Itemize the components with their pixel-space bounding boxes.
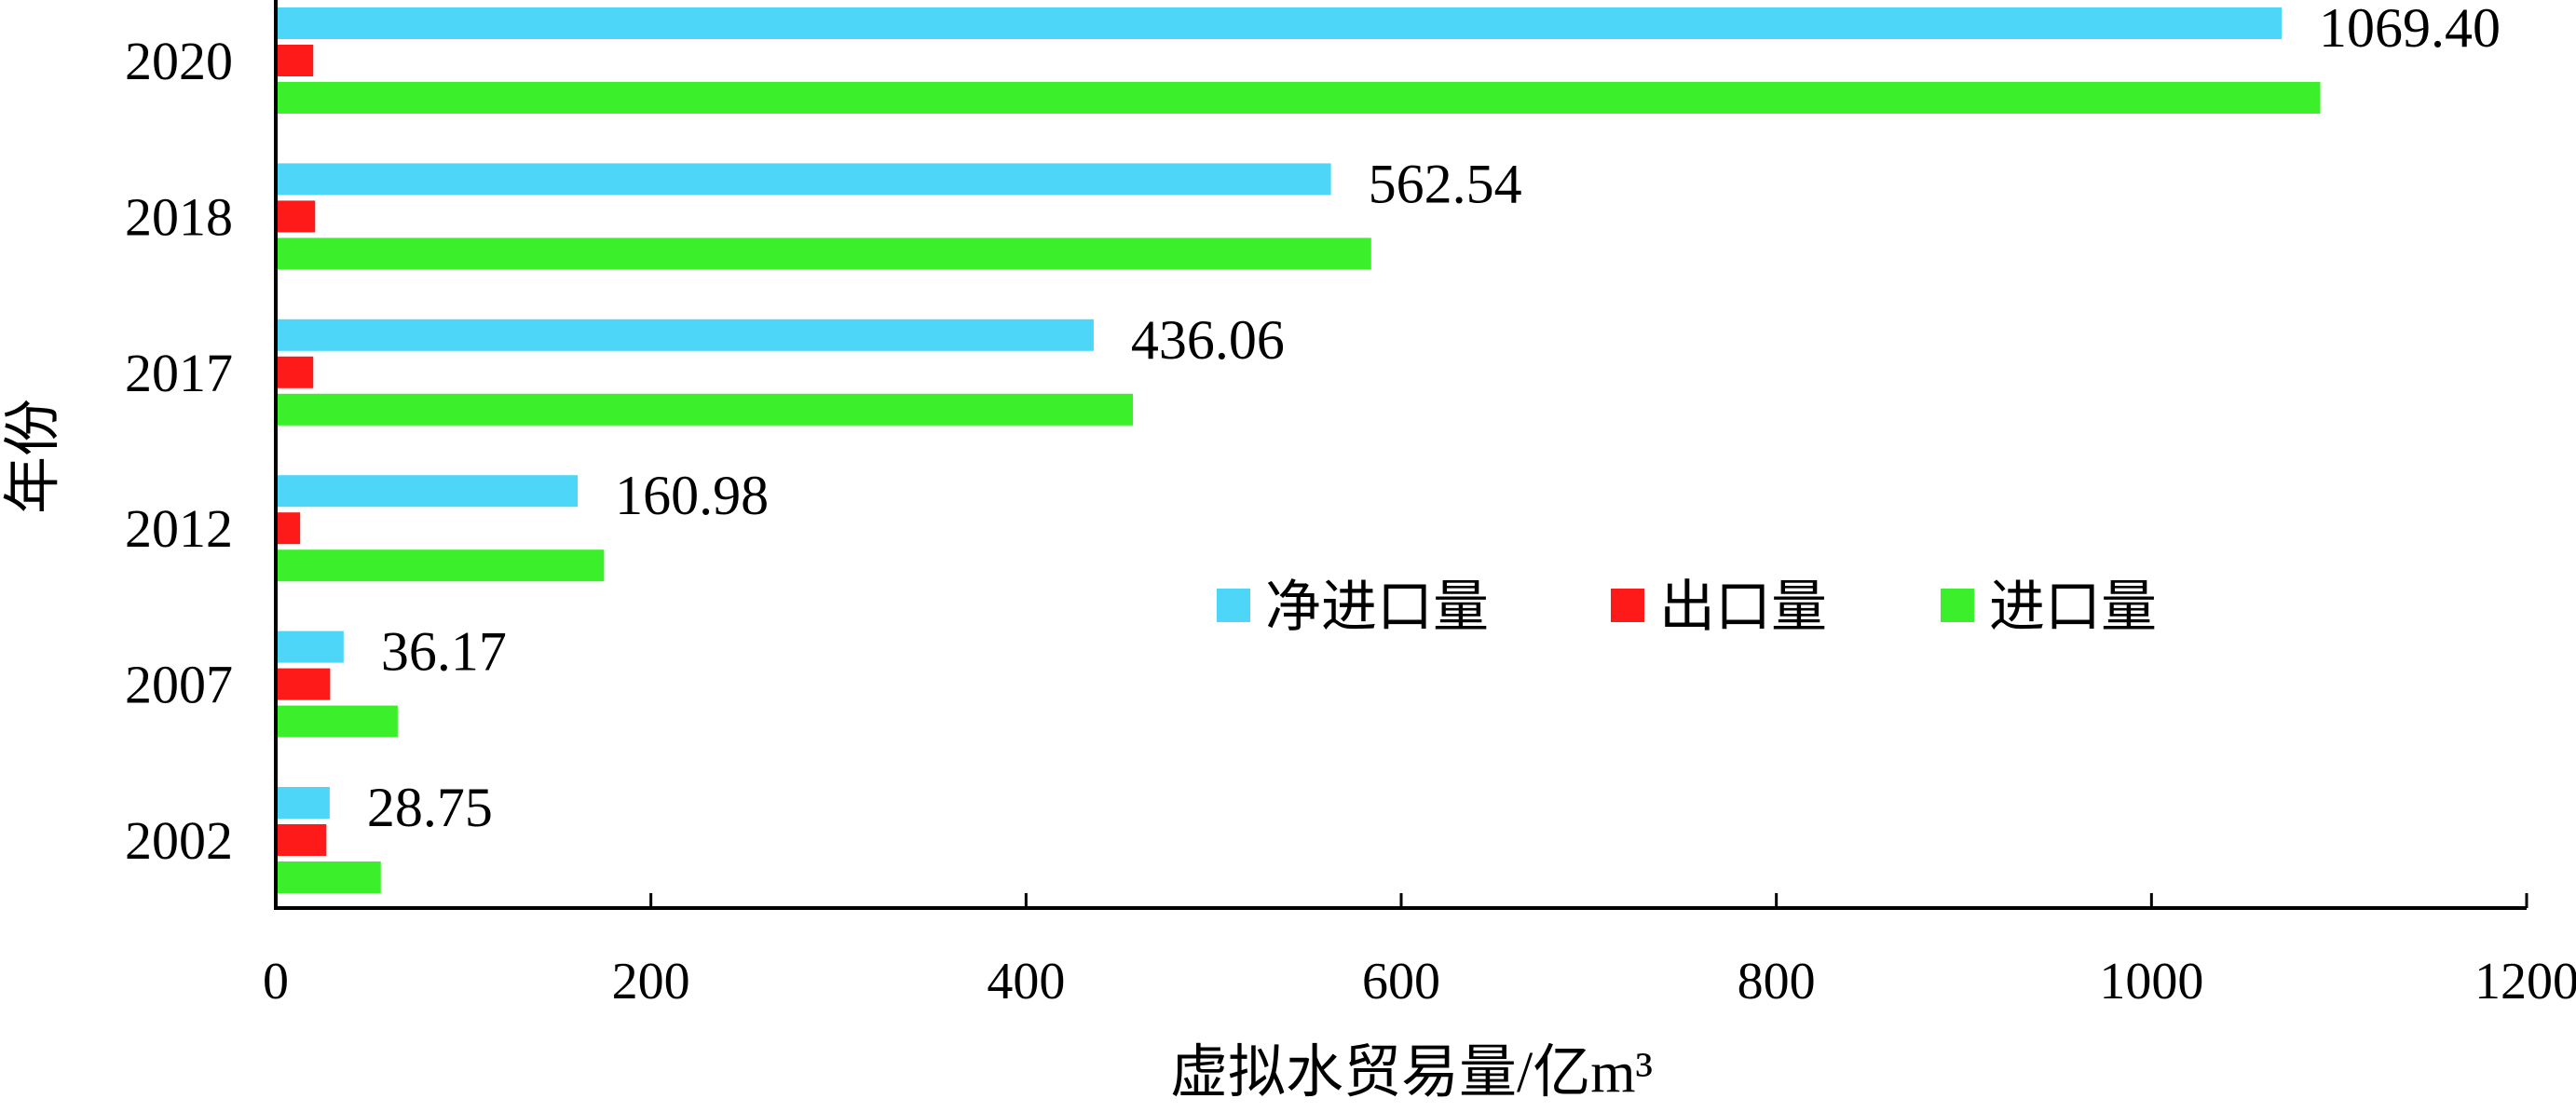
legend-label-1: 出口量 bbox=[1659, 576, 1827, 638]
axes bbox=[274, 0, 2527, 910]
legend-swatch-1 bbox=[1611, 589, 1644, 622]
y-tick-label-2018: 2018 bbox=[125, 186, 233, 247]
bar-2020-series-1 bbox=[276, 45, 314, 76]
y-axis-title: 年份 bbox=[2, 399, 65, 514]
bar-2018-series-1 bbox=[276, 200, 316, 233]
bar-2017-series-1 bbox=[276, 356, 314, 388]
y-ticks: 2020 2018 2017 2012 2007 2002 bbox=[125, 31, 233, 871]
bar-2007-series-1 bbox=[276, 668, 331, 700]
data-labels: 1069.40 562.54 436.06 160.98 36.17 28.75 bbox=[367, 0, 2501, 838]
x-tick-label-400: 400 bbox=[987, 953, 1065, 1010]
bar-2018-series-2 bbox=[276, 237, 1371, 270]
y-tick-label-2017: 2017 bbox=[125, 343, 233, 403]
bar-2012-series-2 bbox=[276, 549, 605, 582]
bar-2012-series-0 bbox=[276, 475, 579, 508]
data-label-2017: 436.06 bbox=[1131, 309, 1285, 371]
data-label-2007: 36.17 bbox=[381, 621, 507, 683]
bar-2002-series-1 bbox=[276, 824, 327, 856]
x-tick-label-0: 0 bbox=[263, 953, 289, 1010]
bar-2002-series-0 bbox=[276, 787, 330, 819]
x-tick-label-1200: 1200 bbox=[2474, 953, 2576, 1010]
y-tick-label-2020: 2020 bbox=[125, 31, 233, 91]
y-tick-label-2002: 2002 bbox=[125, 810, 233, 871]
bar-2020-series-0 bbox=[276, 7, 2283, 39]
legend-label-2: 进口量 bbox=[1989, 576, 2157, 638]
data-label-2002: 28.75 bbox=[367, 777, 493, 838]
bar-2017-series-0 bbox=[276, 319, 1094, 351]
y-tick-label-2007: 2007 bbox=[125, 655, 233, 715]
bar-2007-series-0 bbox=[276, 631, 344, 663]
x-tick-label-1000: 1000 bbox=[2099, 953, 2203, 1010]
bar-2017-series-2 bbox=[276, 393, 1134, 426]
legend-swatch-2 bbox=[1941, 589, 1974, 622]
x-tick-label-800: 800 bbox=[1738, 953, 1816, 1010]
legend: 净进口量 出口量 进口量 bbox=[1217, 576, 2157, 638]
bar-2007-series-2 bbox=[276, 705, 398, 738]
x-ticks: 0 200 400 600 800 1000 1200 bbox=[263, 893, 2576, 1010]
data-label-2018: 562.54 bbox=[1369, 153, 1522, 214]
x-tick-label-200: 200 bbox=[612, 953, 690, 1010]
y-tick-label-2012: 2012 bbox=[125, 498, 233, 559]
legend-label-0: 净进口量 bbox=[1265, 576, 1489, 638]
bar-2002-series-2 bbox=[276, 861, 381, 893]
data-label-2012: 160.98 bbox=[615, 465, 769, 526]
bars bbox=[276, 7, 2321, 893]
bar-2020-series-2 bbox=[276, 82, 2321, 114]
bar-2018-series-0 bbox=[276, 163, 1331, 196]
x-axis-title: 虚拟水贸易量/亿m³ bbox=[1170, 1041, 1653, 1105]
x-tick-label-600: 600 bbox=[1362, 953, 1440, 1010]
bar-2012-series-1 bbox=[276, 512, 301, 545]
data-label-2020: 1069.40 bbox=[2319, 0, 2501, 59]
legend-swatch-0 bbox=[1217, 589, 1250, 622]
